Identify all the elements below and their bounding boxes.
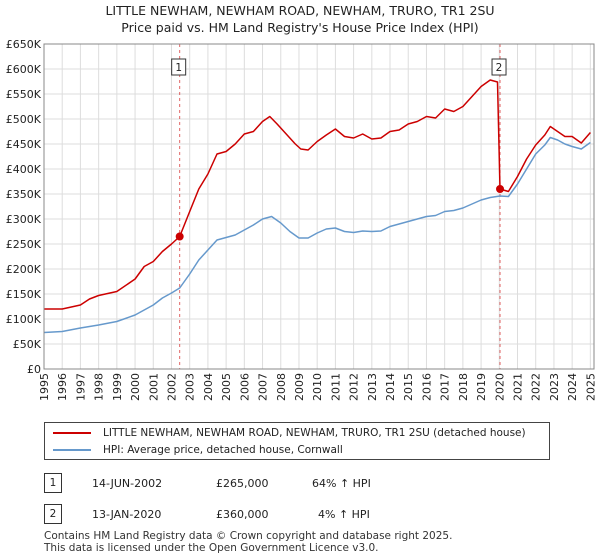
sale-point [175,232,184,241]
x-tick-label: 1998 [93,373,106,401]
x-tick-label: 1995 [38,373,51,401]
y-tick-label: £0 [27,363,41,376]
plot-frame [43,43,595,370]
x-tick-label: 2002 [165,373,178,401]
chart-legend: LITTLE NEWHAM, NEWHAM ROAD, NEWHAM, TRUR… [44,422,550,460]
y-tick-label: £200K [6,263,42,276]
y-tick-label: £650K [6,38,42,51]
footer-line1: Contains HM Land Registry data © Crown c… [44,530,453,542]
x-tick-label: 2023 [548,373,561,401]
x-tick-label: 1999 [111,373,124,401]
sale-price: £360,000 [216,508,269,521]
x-tick-label: 2024 [566,373,579,401]
chart-title: LITTLE NEWHAM, NEWHAM ROAD, NEWHAM, TRUR… [0,2,600,36]
x-tick-label: 2004 [202,373,215,401]
x-tick-label: 2000 [129,373,142,401]
x-tick-label: 2007 [257,373,270,401]
chart-title-line1: LITTLE NEWHAM, NEWHAM ROAD, NEWHAM, TRUR… [105,3,495,18]
y-tick-label: £300K [6,213,42,226]
sale-number-badge: 2 [44,504,62,524]
x-tick-label: 2009 [293,373,306,401]
chart-title-line2: Price paid vs. HM Land Registry's House … [121,20,479,35]
x-tick-label: 2021 [512,373,525,401]
x-tick-label: 2022 [530,373,543,401]
legend-label-hpi: HPI: Average price, detached house, Corn… [103,444,343,456]
sale-hpi-change: 4% ↑ HPI [318,508,370,521]
x-tick-label: 1996 [56,373,69,401]
price-series-line [44,79,591,310]
sale-date: 14-JUN-2002 [92,477,163,490]
x-tick-label: 2015 [402,373,415,401]
legend-swatch-price [53,432,91,434]
sale-number-label: 1 [175,62,182,74]
x-tick-label: 2005 [220,373,233,401]
y-tick-label: £150K [6,288,42,301]
footer-line2: This data is licensed under the Open Gov… [44,542,379,554]
sale-point [496,185,505,193]
sale-number-box [171,58,187,76]
y-tick-label: £500K [6,113,42,126]
sale-number-box [491,58,507,76]
x-tick-label: 2020 [493,373,506,401]
sale-date: 13-JAN-2020 [92,508,162,521]
x-tick-label: 2001 [147,373,160,401]
x-tick-label: 2011 [329,373,342,401]
y-tick-label: £550K [6,88,42,101]
sale-number-badge: 1 [44,473,62,493]
x-tick-label: 1997 [74,373,87,401]
price-chart: £0 £50K £100K £150K £200K £250K £300K £350K £400… [6,38,598,401]
x-tick-label: 2019 [475,373,488,401]
x-tick-label: 2016 [420,373,433,401]
y-tick-label: £100K [6,313,42,326]
footer: Contains HM Land Registry data © Crown c… [44,530,452,554]
y-tick-label: £350K [6,188,42,201]
legend-swatch-hpi [53,449,91,451]
y-tick-label: £50K [13,338,42,351]
x-tick-label: 2017 [439,373,452,401]
y-tick-label: £600K [6,63,42,76]
y-tick-label: £250K [6,238,42,251]
x-tick-label: 2010 [311,373,324,401]
x-tick-label: 2018 [457,373,470,401]
x-tick-label: 2008 [275,373,288,401]
x-tick-label: 2003 [184,373,197,401]
y-tick-label: £400K [6,163,42,176]
y-tick-label: £450K [6,138,42,151]
x-tick-label: 2012 [348,373,361,401]
plot-area [44,44,594,369]
sale-number-label: 2 [496,62,503,74]
x-tick-label: 2025 [584,373,597,401]
sale-price: £265,000 [216,477,269,490]
legend-label-price: LITTLE NEWHAM, NEWHAM ROAD, NEWHAM, TRUR… [103,427,526,439]
hpi-series-line [43,136,591,334]
x-tick-label: 2006 [238,373,251,401]
x-tick-label: 2013 [366,373,379,401]
x-tick-label: 2014 [384,373,397,401]
sale-hpi-change: 64% ↑ HPI [312,477,371,490]
